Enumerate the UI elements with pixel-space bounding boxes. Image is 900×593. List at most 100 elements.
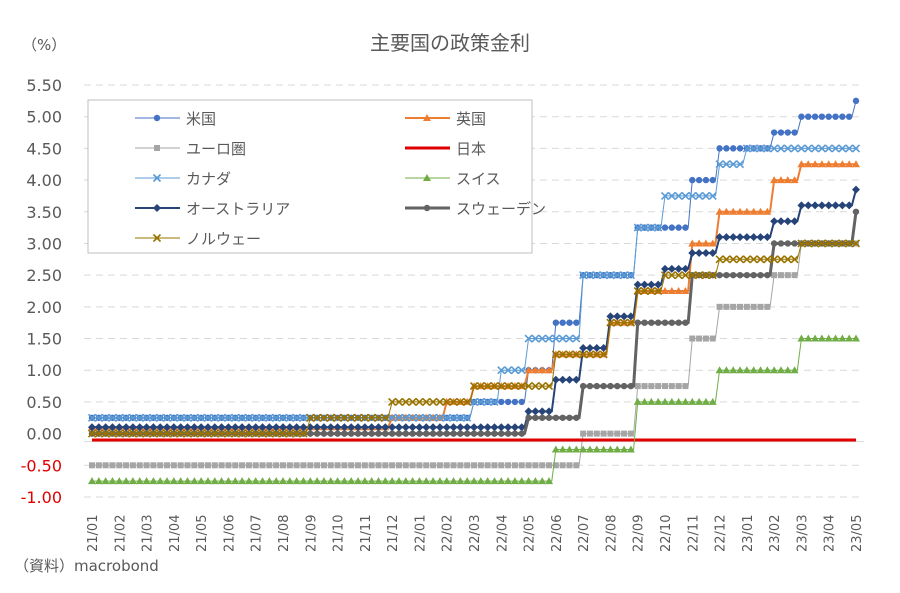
data-point [674, 191, 683, 200]
legend-item: スウェーデン [405, 200, 546, 218]
data-point [203, 477, 212, 485]
x-tick-label: 21/02 [113, 515, 128, 552]
data-point [401, 397, 410, 406]
data-point [580, 430, 587, 437]
data-point [551, 350, 560, 359]
data-point [258, 423, 267, 432]
data-point [626, 312, 635, 321]
data-point [585, 344, 594, 353]
data-point [851, 239, 861, 248]
data-point [593, 430, 600, 437]
data-point [190, 477, 199, 485]
data-point [224, 429, 233, 438]
data-point [626, 271, 635, 280]
data-point [517, 477, 526, 485]
data-point [463, 413, 472, 422]
x-tick-label: 21/09 [304, 515, 319, 552]
data-point [600, 382, 607, 390]
source-note: （資料）macrobond [14, 557, 159, 575]
data-point [491, 462, 498, 469]
data-point [244, 477, 253, 485]
data-point [783, 366, 792, 374]
data-point [797, 201, 806, 210]
data-point [258, 413, 267, 422]
data-point [770, 129, 778, 136]
data-point [286, 462, 293, 469]
data-point [750, 303, 757, 310]
data-point [341, 430, 348, 437]
data-point [183, 477, 192, 485]
data-point [504, 398, 512, 406]
series-4 [87, 144, 861, 422]
data-point [164, 462, 171, 469]
data-point [558, 350, 567, 359]
data-point [695, 271, 704, 280]
x-tick-label: 22/02 [441, 515, 456, 552]
data-point [606, 271, 615, 280]
data-point [708, 191, 717, 200]
data-point [599, 445, 608, 453]
data-point [770, 176, 779, 184]
data-point [626, 318, 635, 327]
data-point [647, 397, 656, 405]
data-point [681, 287, 690, 294]
data-point [702, 176, 710, 184]
data-point [498, 398, 505, 406]
data-point [224, 413, 233, 422]
data-point [176, 413, 185, 422]
data-point [702, 335, 709, 342]
data-point [128, 429, 137, 438]
data-point [374, 413, 383, 422]
data-point [559, 319, 566, 326]
data-point [790, 144, 799, 153]
data-point [326, 413, 335, 422]
data-point [517, 366, 526, 375]
data-point [599, 344, 608, 353]
data-point [382, 430, 389, 437]
data-point [797, 144, 806, 153]
data-point [122, 477, 131, 485]
legend-marker [154, 145, 160, 151]
y-tick-label: 3.00 [26, 234, 62, 253]
data-point [320, 462, 327, 469]
data-point [375, 462, 382, 469]
data-point [742, 207, 751, 215]
data-point [661, 287, 669, 294]
legend-label: 米国 [186, 110, 216, 128]
data-point [176, 429, 185, 438]
legend-item: ユーロ圏 [135, 140, 246, 158]
data-point [640, 397, 649, 405]
x-tick-label: 23/02 [768, 515, 783, 552]
data-point [157, 462, 164, 469]
data-point [661, 264, 669, 273]
data-point [511, 462, 518, 469]
x-tick-label: 23/05 [850, 515, 865, 552]
data-point [811, 239, 820, 248]
data-point [94, 413, 103, 422]
data-point [804, 160, 813, 168]
data-point [832, 113, 839, 120]
data-point [394, 477, 403, 485]
data-point [566, 319, 573, 326]
data-point [654, 319, 662, 326]
data-point [606, 318, 615, 327]
data-point [464, 462, 471, 469]
data-point [518, 462, 525, 469]
legend-marker [153, 114, 161, 122]
data-point [313, 477, 322, 485]
data-point [94, 423, 103, 432]
data-point [825, 113, 832, 120]
data-point [278, 413, 288, 422]
data-point [613, 312, 622, 321]
data-point [797, 334, 806, 342]
data-point [347, 413, 356, 422]
data-point [354, 477, 363, 485]
data-point [341, 462, 348, 469]
data-point [729, 207, 738, 215]
data-point [333, 477, 342, 485]
data-point [491, 430, 498, 437]
data-point [811, 201, 820, 210]
data-point [238, 413, 247, 422]
data-point [231, 423, 240, 432]
data-point [129, 462, 136, 469]
